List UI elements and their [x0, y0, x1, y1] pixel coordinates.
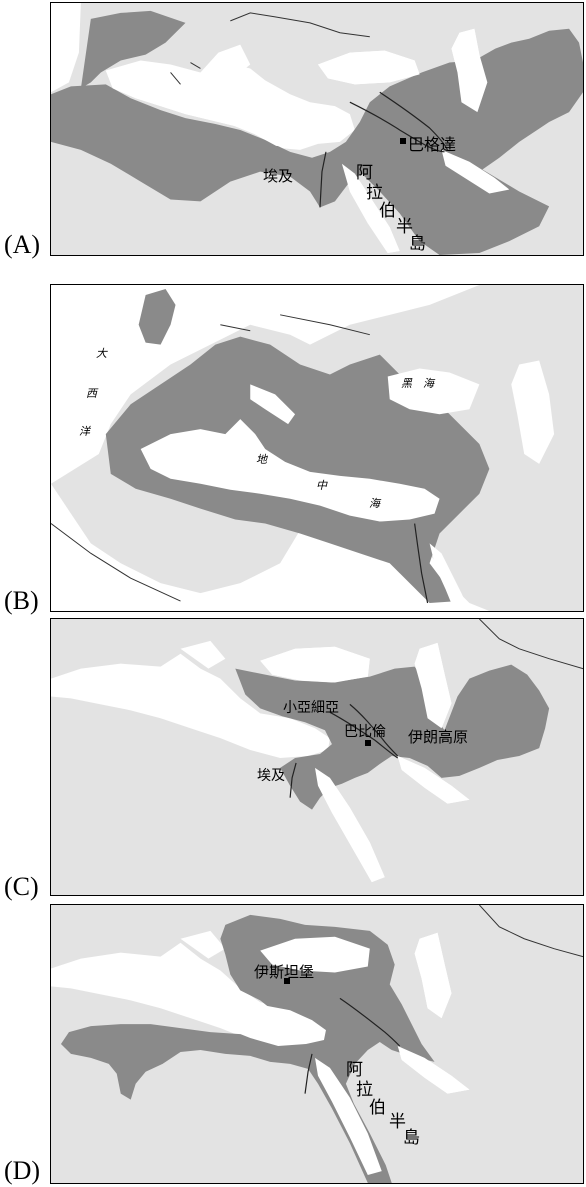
ocean-char-3: 洋 [79, 425, 90, 438]
babylon-label: 巴比倫 [344, 724, 386, 740]
istanbul-label: 伊斯坦堡 [254, 963, 315, 981]
panel-label-a: (A) [4, 230, 41, 259]
med-char-1: 地 [256, 453, 267, 466]
map-panel-c: 小亞細亞 巴比倫 伊朗高原 埃及 [50, 618, 584, 896]
iran-label: 伊朗高原 [408, 728, 469, 746]
ocean-char-2: 西 [86, 387, 97, 400]
istanbul-marker [284, 978, 290, 984]
arabia-char-1: 阿 [356, 163, 373, 183]
arabia-char-4: 半 [396, 217, 413, 237]
map-panel-b: 大 西 洋 黑 海 地 中 海 [50, 284, 584, 612]
black-sea-label: 黑 海 [401, 377, 434, 390]
panel-label-c: (C) [4, 872, 39, 901]
arabia-d-char-2: 拉 [356, 1080, 373, 1100]
ocean-char-1: 大 [96, 347, 107, 360]
panel-label-d: (D) [4, 1156, 41, 1185]
map-d-svg [51, 905, 583, 1183]
arabia-d-char-4: 半 [389, 1112, 406, 1132]
arabia-char-5: 島 [409, 234, 426, 254]
arabia-d-char-5: 島 [403, 1128, 420, 1148]
med-char-3: 海 [369, 497, 380, 510]
map-b-svg [51, 285, 583, 611]
map-panel-d: 伊斯坦堡 阿 拉 伯 半 島 [50, 904, 584, 1184]
anatolia-label: 小亞細亞 [283, 700, 339, 716]
map-panel-a: 巴格達 埃及 阿 拉 伯 半 島 [50, 2, 584, 256]
arabia-d-char-3: 伯 [369, 1098, 386, 1118]
egypt-label-c: 埃及 [257, 768, 285, 784]
arabia-char-3: 伯 [379, 201, 396, 221]
med-char-2: 中 [316, 479, 327, 492]
egypt-label: 埃及 [263, 167, 294, 185]
arabia-char-2: 拉 [366, 183, 383, 203]
panel-label-b: (B) [4, 586, 39, 615]
arabia-d-char-1: 阿 [346, 1060, 363, 1080]
babylon-marker [365, 740, 371, 746]
baghdad-marker [400, 138, 406, 144]
map-c-svg [51, 619, 583, 895]
map-a-svg [51, 3, 583, 255]
baghdad-label: 巴格達 [408, 135, 457, 154]
